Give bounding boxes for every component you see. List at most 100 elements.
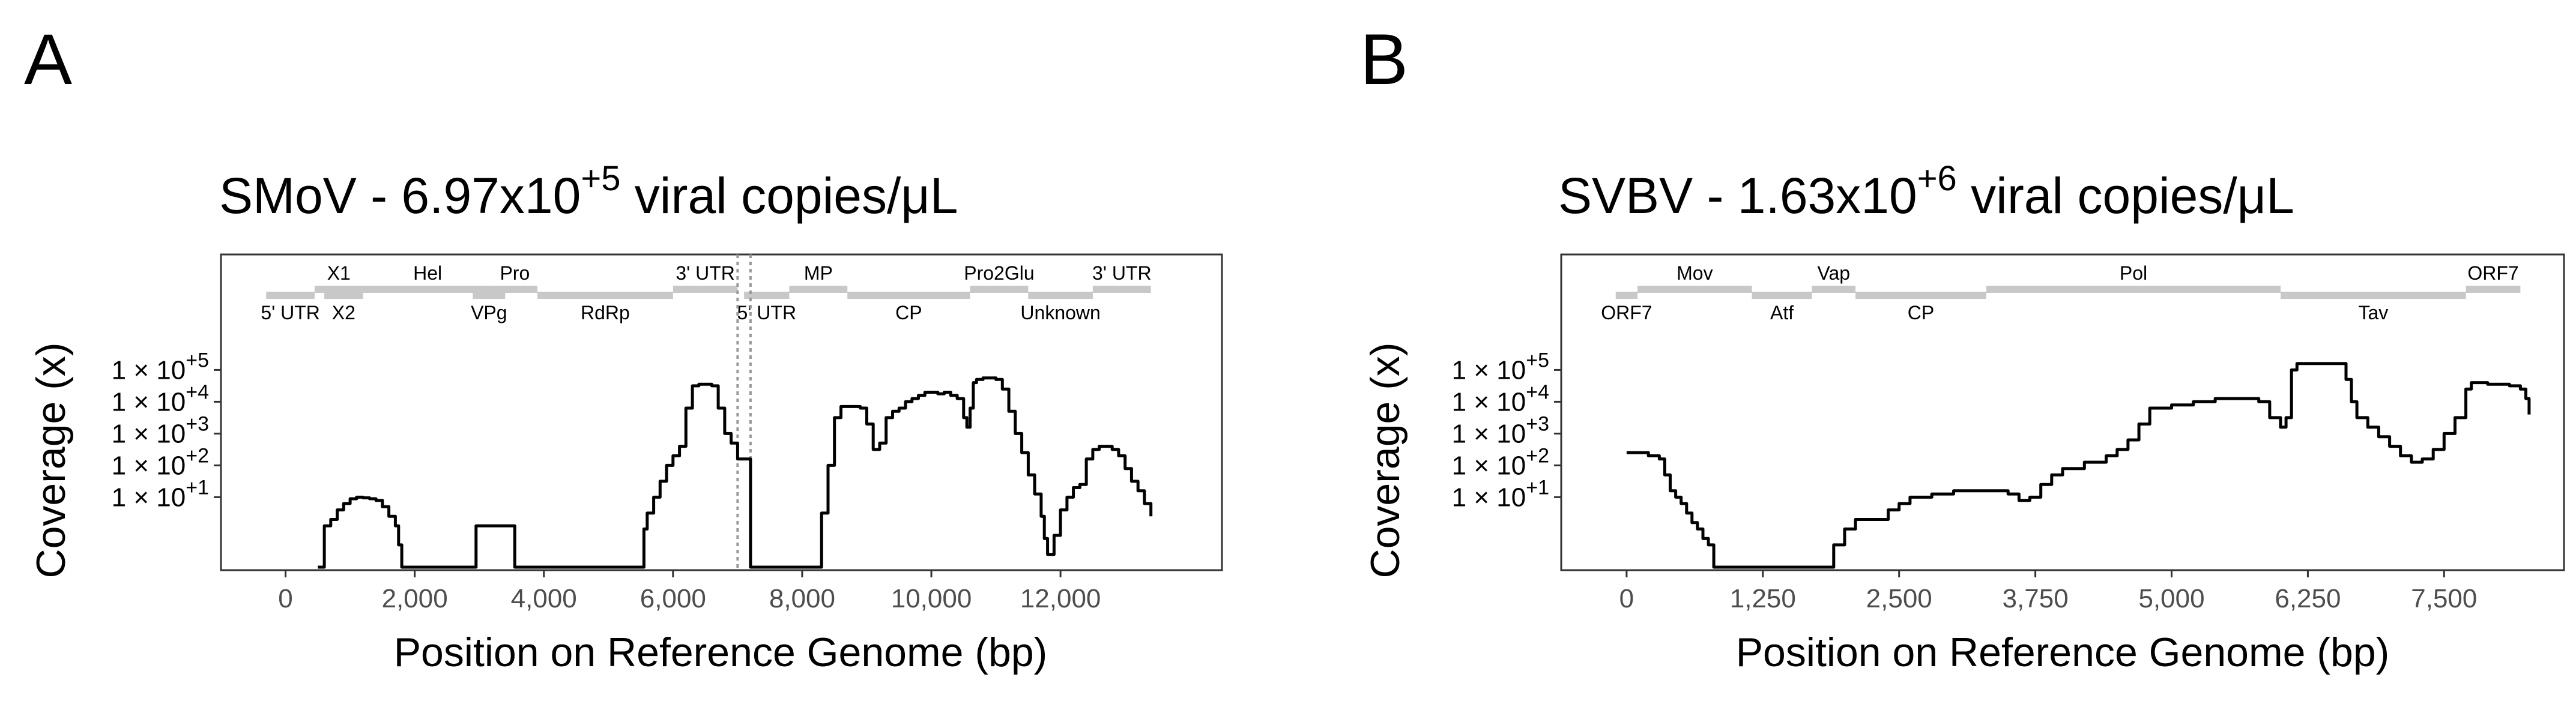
gene-label: Pro	[500, 262, 530, 284]
gene-label: CP	[895, 302, 922, 323]
y-tick-label: 1 × 10+5	[1452, 349, 1549, 385]
y-tick-exponent: +1	[1526, 476, 1549, 499]
chart-panel-b: B SVBV - 1.63x10+6 viral copies/μL ORF7 Mov…	[1360, 19, 2565, 675]
gene-bar	[1092, 286, 1151, 293]
gene-bar	[744, 292, 790, 299]
gene-bar	[1752, 292, 1812, 299]
y-tick-label: 1 × 10+2	[112, 444, 209, 480]
title-main: SVBV - 1.63x10	[1558, 167, 1917, 224]
x-tick-label: 0	[278, 584, 292, 613]
gene-bar	[537, 292, 673, 299]
gene-label: Hel	[413, 262, 442, 284]
x-tick-label: 5,000	[2138, 584, 2204, 613]
gene-label: Unknown	[1020, 302, 1100, 323]
chart-title: SMoV - 6.97x10+5 viral copies/μL	[219, 159, 958, 224]
y-tick-base: 1 × 10	[112, 451, 186, 480]
gene-bar	[314, 286, 363, 293]
title-main: SMoV - 6.97x10	[219, 167, 581, 224]
plot-frame	[1560, 253, 2565, 571]
gene-bar	[2281, 292, 2466, 299]
y-tick-exponent: +2	[1526, 444, 1549, 467]
y-tick-exponent: +5	[186, 349, 209, 372]
gene-label: 3' UTR	[676, 262, 735, 284]
gene-bar	[673, 286, 738, 293]
y-tick-base: 1 × 10	[112, 483, 186, 512]
y-tick-exponent: +3	[186, 412, 209, 435]
y-tick-label: 1 × 10+2	[1452, 444, 1549, 480]
panel-letter: A	[24, 19, 72, 100]
gene-label: X2	[332, 302, 355, 323]
gene-label: Pol	[2120, 262, 2147, 284]
x-tick-label: 7,500	[2411, 584, 2477, 613]
gene-label: Pro2Glu	[964, 262, 1034, 284]
gene-label: ORF7	[2467, 262, 2518, 284]
gene-label: Tav	[2358, 302, 2388, 323]
x-tick-label: 3,750	[2003, 584, 2069, 613]
y-tick-base: 1 × 10	[1452, 451, 1526, 480]
y-tick-exponent: +2	[186, 444, 209, 467]
gene-bar	[970, 286, 1029, 293]
x-tick-label: 2,000	[382, 584, 448, 613]
gene-label: RdRp	[581, 302, 630, 323]
panel-letter: B	[1360, 19, 1408, 100]
y-tick-base: 1 × 10	[1452, 483, 1526, 512]
x-tick-label: 10,000	[891, 584, 972, 613]
gene-bar	[363, 286, 492, 293]
y-tick-base: 1 × 10	[112, 387, 186, 417]
title-exponent: +5	[581, 159, 620, 198]
y-tick-label: 1 × 10+3	[1452, 412, 1549, 448]
y-tick-base: 1 × 10	[112, 355, 186, 385]
x-tick-label: 0	[1619, 584, 1634, 613]
y-tick-exponent: +5	[1526, 349, 1549, 372]
y-tick-base: 1 × 10	[1452, 419, 1526, 448]
gene-label: Atf	[1770, 302, 1794, 323]
y-tick-label: 1 × 10+3	[112, 412, 209, 448]
x-tick-label: 6,250	[2275, 584, 2341, 613]
x-tick-label: 8,000	[769, 584, 835, 613]
y-tick-base: 1 × 10	[1452, 387, 1526, 417]
x-tick-label: 2,500	[1866, 584, 1932, 613]
gene-label: 5' UTR	[261, 302, 320, 323]
gene-bar	[1615, 292, 1638, 299]
gene-bar	[473, 292, 506, 299]
x-tick-label: 1,250	[1730, 584, 1796, 613]
y-tick-base: 1 × 10	[112, 419, 186, 448]
y-tick-label: 1 × 10+4	[1452, 381, 1549, 417]
y-tick-label: 1 × 10+1	[1452, 476, 1549, 512]
y-tick-exponent: +4	[1526, 381, 1549, 403]
gene-label: 3' UTR	[1092, 262, 1152, 284]
gene-bar	[847, 292, 970, 299]
gene-label: X1	[327, 262, 351, 284]
gene-bar	[789, 286, 848, 293]
x-axis-title: Position on Reference Genome (bp)	[394, 630, 1048, 675]
gene-bar	[1855, 292, 1986, 299]
y-tick-exponent: +3	[1526, 412, 1549, 435]
title-suffix: viral copies/μL	[1957, 167, 2294, 224]
y-tick-label: 1 × 10+5	[112, 349, 209, 385]
gene-label: Vap	[1818, 262, 1851, 284]
chart-title: SVBV - 1.63x10+6 viral copies/μL	[1558, 159, 2294, 224]
y-axis-title: Coverage (x)	[28, 342, 74, 578]
y-tick-exponent: +4	[186, 381, 209, 403]
gene-bar	[266, 292, 315, 299]
gene-bar	[2466, 286, 2521, 293]
gene-label: CP	[1908, 302, 1934, 323]
title-suffix: viral copies/μL	[620, 167, 958, 224]
gene-label: VPg	[471, 302, 507, 323]
coverage-line	[1626, 362, 2531, 569]
gene-bar	[1812, 286, 1856, 293]
gene-bar	[492, 286, 537, 293]
y-axis-title: Coverage (x)	[1362, 342, 1408, 578]
gene-label: Mov	[1677, 262, 1713, 284]
x-tick-label: 6,000	[640, 584, 706, 613]
gene-label: ORF7	[1601, 302, 1652, 323]
gene-label: MP	[804, 262, 833, 284]
gene-label: 5' UTR	[737, 302, 797, 323]
y-tick-exponent: +1	[186, 476, 209, 499]
y-tick-base: 1 × 10	[1452, 355, 1526, 385]
gene-bar	[1986, 286, 2281, 293]
y-tick-label: 1 × 10+4	[112, 381, 209, 417]
gene-bar	[1028, 292, 1093, 299]
